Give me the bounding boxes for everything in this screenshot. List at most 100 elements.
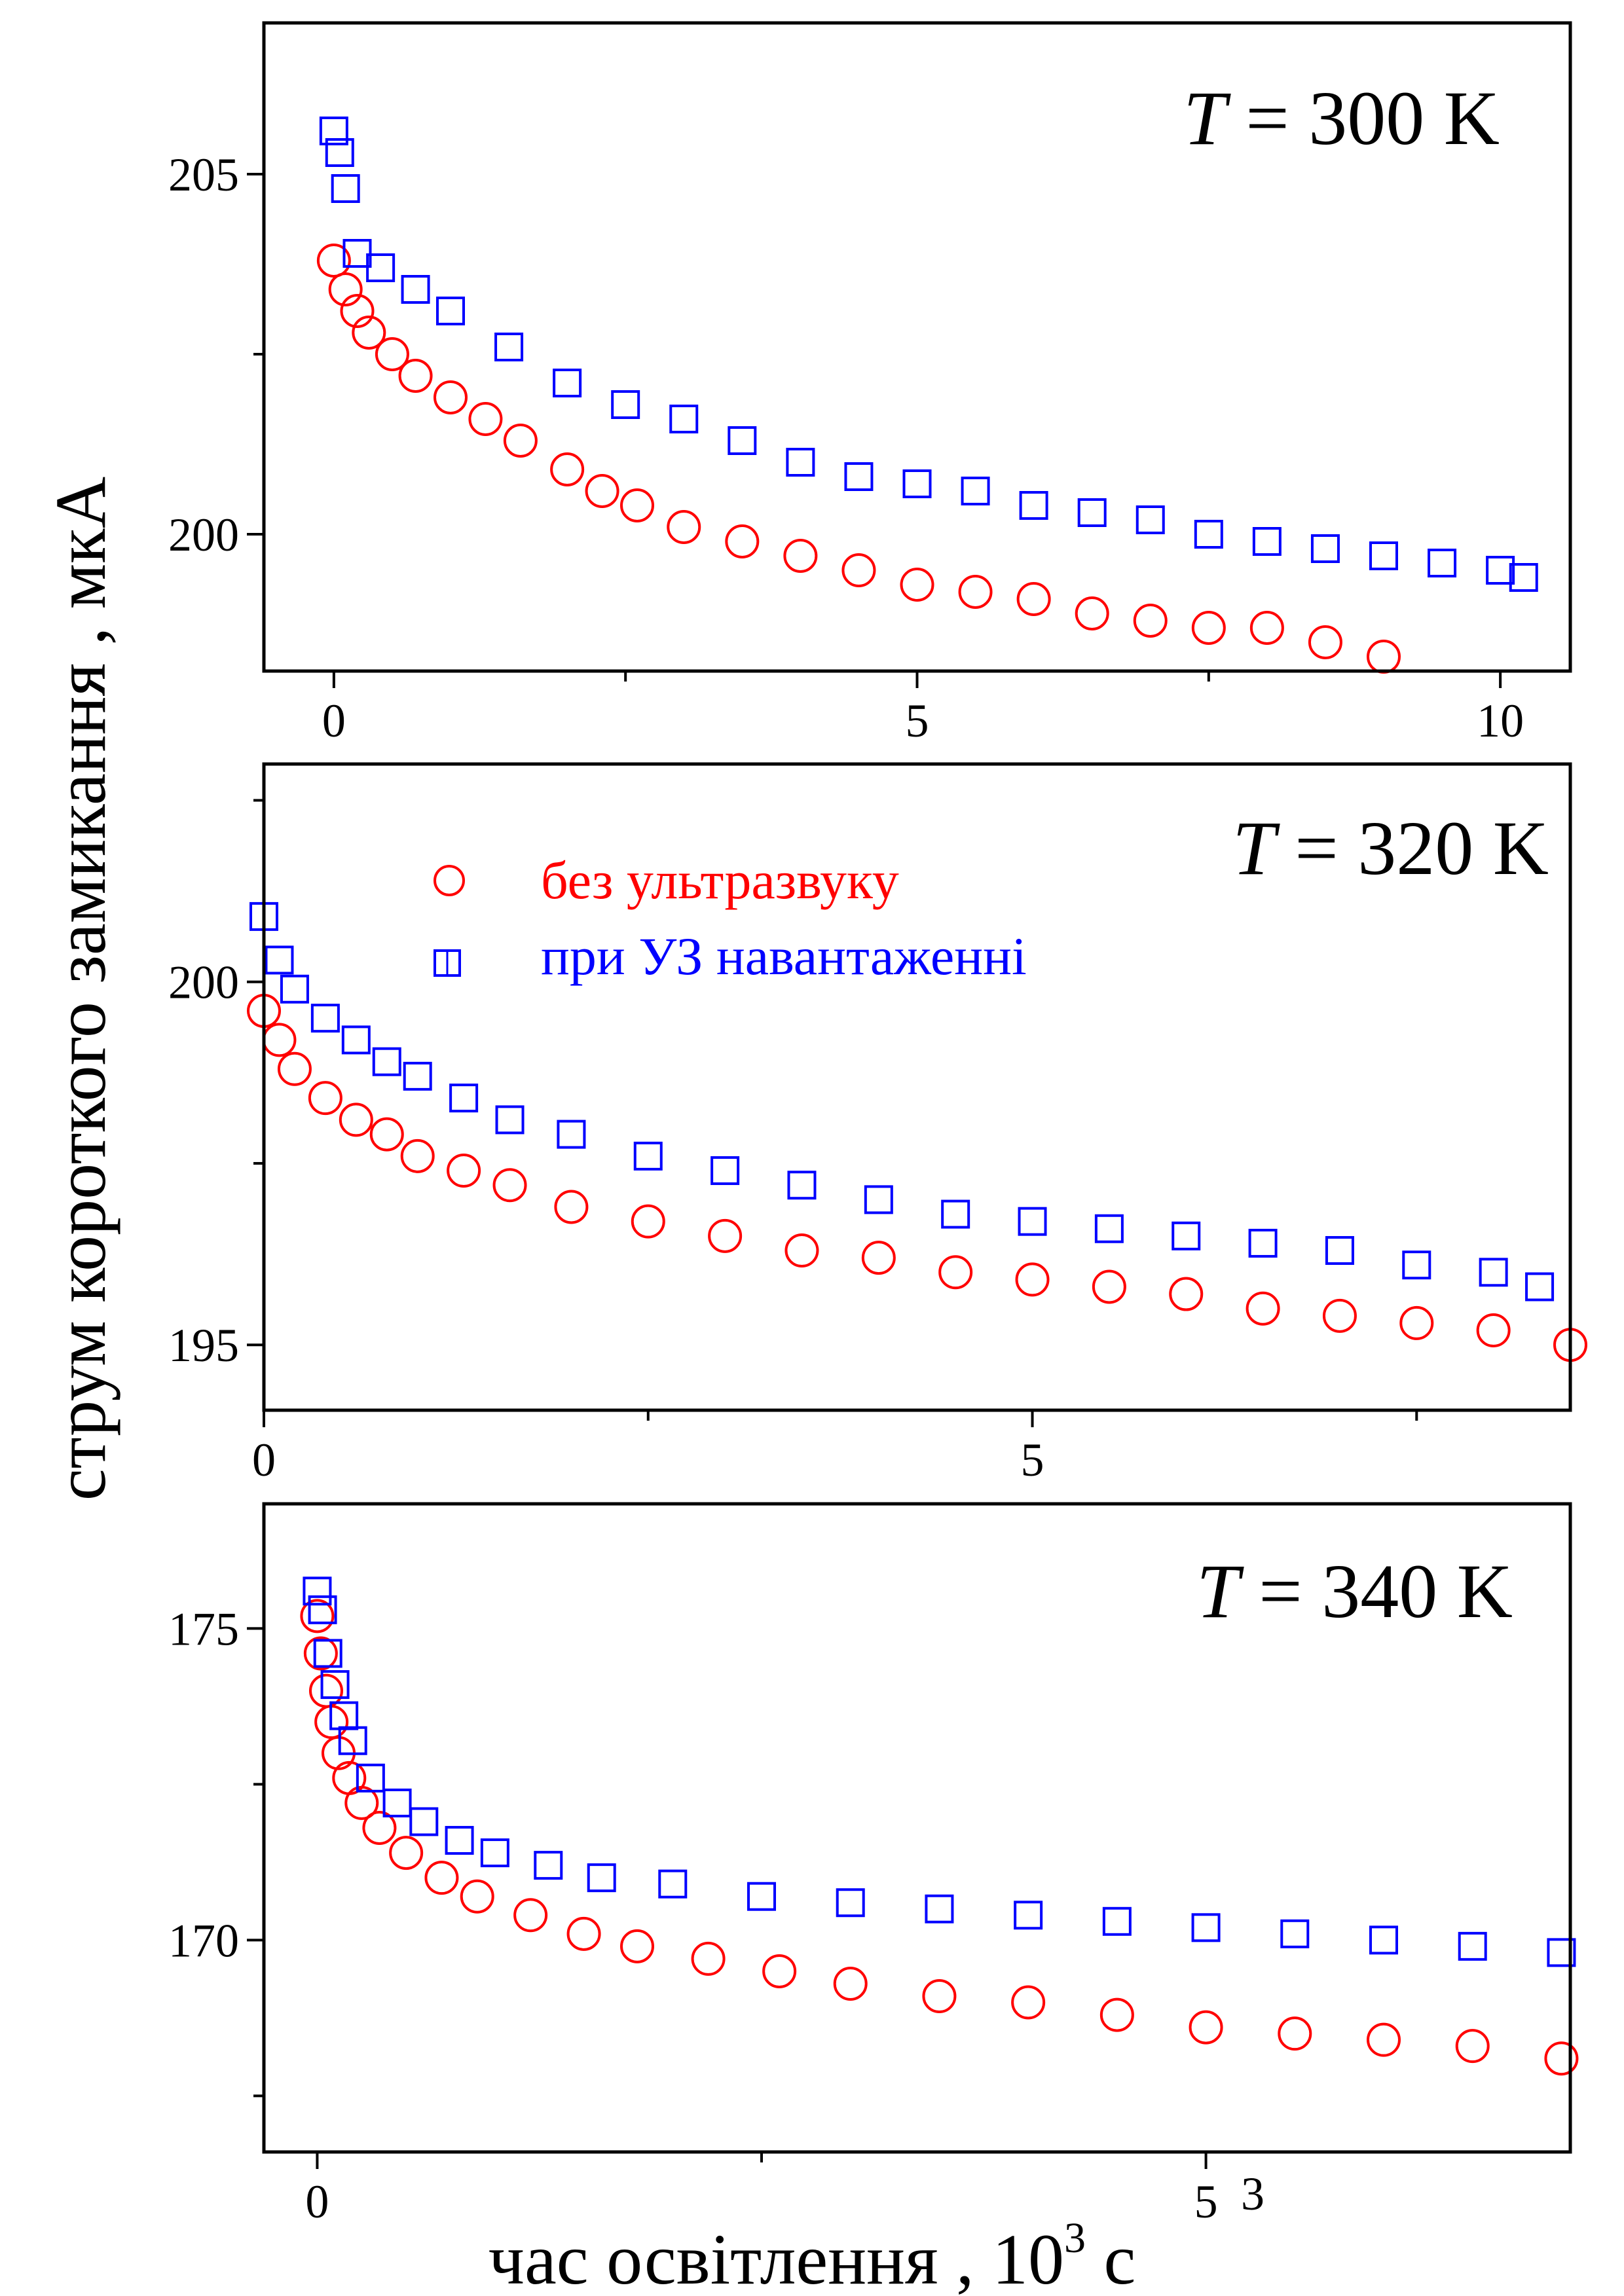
data-point-circle xyxy=(1011,1985,1046,2020)
data-point-square xyxy=(401,275,430,304)
legend-circle-marker xyxy=(434,865,465,896)
data-point-square xyxy=(1018,1207,1047,1236)
y-tick-label: 200 xyxy=(168,957,239,1009)
series-no-ultrasound xyxy=(300,1599,1579,2076)
x-tick-label: 0 xyxy=(252,1434,276,1486)
x-axis-title-unit: с xyxy=(1086,2219,1135,2296)
data-point-square xyxy=(1191,1913,1221,1942)
data-point-square xyxy=(669,405,699,433)
data-point-circle xyxy=(620,488,654,522)
data-point-square xyxy=(303,1576,332,1606)
data-point-circle xyxy=(375,337,409,371)
panel-title-symbol: T xyxy=(1196,1548,1244,1634)
data-point-circle xyxy=(1189,2010,1223,2045)
data-point-square xyxy=(633,1141,663,1171)
data-point-square xyxy=(1310,534,1340,563)
data-point-square xyxy=(1194,520,1223,549)
data-point-square xyxy=(1402,1250,1431,1280)
x-tick-label: 0 xyxy=(305,2176,329,2228)
data-point-circle xyxy=(1322,1298,1357,1333)
data-point-circle xyxy=(434,380,468,414)
data-point-circle xyxy=(1455,2029,1490,2064)
y-tick-label: 195 xyxy=(168,1319,239,1372)
data-point-circle xyxy=(362,1811,397,1845)
data-point-square xyxy=(658,1869,688,1899)
data-point-square xyxy=(1486,556,1515,585)
data-point-circle xyxy=(1015,1262,1050,1297)
data-point-circle xyxy=(1191,611,1226,645)
data-point-square xyxy=(313,1639,342,1668)
data-point-square xyxy=(787,1171,817,1200)
chart-panel-3: 170 175 0 5 T = 340 K xyxy=(168,1502,1579,2228)
data-point-circle xyxy=(262,1023,297,1057)
data-point-square xyxy=(403,1061,432,1091)
data-point-circle xyxy=(424,1861,459,1895)
data-point-circle xyxy=(1308,625,1342,659)
x-tick-label: 5 xyxy=(1194,2176,1218,2228)
data-point-circle xyxy=(332,1760,367,1795)
data-point-circle xyxy=(783,539,818,573)
legend: без ультразвуку при УЗ навантаженні xyxy=(434,850,1027,986)
data-point-square xyxy=(372,1047,401,1076)
data-point-square xyxy=(308,1595,337,1624)
series-ultrasound-load xyxy=(303,1576,1576,1967)
data-point-circle xyxy=(344,1785,379,1820)
data-point-square xyxy=(1102,1906,1132,1936)
data-point-square xyxy=(1458,1931,1487,1961)
data-point-square xyxy=(864,1185,893,1214)
data-point-circle xyxy=(277,1051,312,1086)
data-point-circle xyxy=(1399,1305,1434,1340)
data-point-circle xyxy=(620,1929,654,1963)
data-point-square xyxy=(341,1025,371,1055)
data-point-circle xyxy=(938,1255,973,1290)
data-point-square xyxy=(710,1156,740,1186)
series-ultrasound-load xyxy=(249,902,1555,1302)
data-point-circle xyxy=(1476,1313,1511,1348)
x-axis-title: час освітлення , 103 с xyxy=(489,2214,1136,2296)
data-point-square xyxy=(1014,1901,1043,1930)
series-ultrasound-load xyxy=(319,117,1538,592)
data-point-circle xyxy=(784,1233,819,1268)
data-point-circle xyxy=(841,553,876,587)
data-point-square xyxy=(1172,1221,1201,1250)
data-point-square xyxy=(1094,1214,1124,1243)
data-point-square xyxy=(319,117,348,145)
data-point-square xyxy=(728,426,757,455)
x-tick-label: 5 xyxy=(1021,1434,1044,1486)
y-tick-label: 205 xyxy=(168,149,239,201)
panel-title-symbol: T xyxy=(1183,75,1231,161)
data-point-circle xyxy=(1075,596,1109,630)
data-point-square xyxy=(611,390,640,419)
data-point-square xyxy=(436,297,465,325)
data-point-square xyxy=(553,369,582,397)
data-point-circle xyxy=(316,244,351,278)
data-point-square xyxy=(1248,1228,1278,1258)
panel-title-value: = 300 K xyxy=(1227,75,1500,161)
data-point-square xyxy=(747,1882,776,1911)
stray-mark: 3 xyxy=(1241,2168,1264,2220)
data-point-circle xyxy=(1278,2016,1312,2051)
data-point-square xyxy=(844,462,874,491)
series-no-ultrasound xyxy=(316,244,1401,674)
data-point-circle xyxy=(691,1941,726,1976)
data-point-circle xyxy=(492,1168,527,1203)
x-axis-title-main: час освітлення , 10 xyxy=(489,2219,1064,2296)
data-point-square xyxy=(1525,1272,1555,1302)
data-point-square xyxy=(1369,541,1398,570)
y-tick-label: 200 xyxy=(168,509,239,561)
x-axis-title-superscript: 3 xyxy=(1064,2214,1086,2262)
data-point-circle xyxy=(1367,2022,1401,2057)
panel-title-value: = 340 K xyxy=(1240,1548,1513,1634)
data-point-square xyxy=(786,448,815,477)
data-point-circle xyxy=(460,1879,494,1914)
chart-panel-1: 200 205 0 5 10 T = 300 K xyxy=(168,21,1572,747)
data-point-circle xyxy=(667,510,701,544)
data-point-circle xyxy=(398,359,433,393)
data-point-circle xyxy=(308,1081,342,1116)
data-point-square xyxy=(1325,1236,1354,1266)
data-point-square xyxy=(409,1807,439,1836)
data-point-square xyxy=(331,174,360,203)
data-point-square xyxy=(1509,563,1538,592)
